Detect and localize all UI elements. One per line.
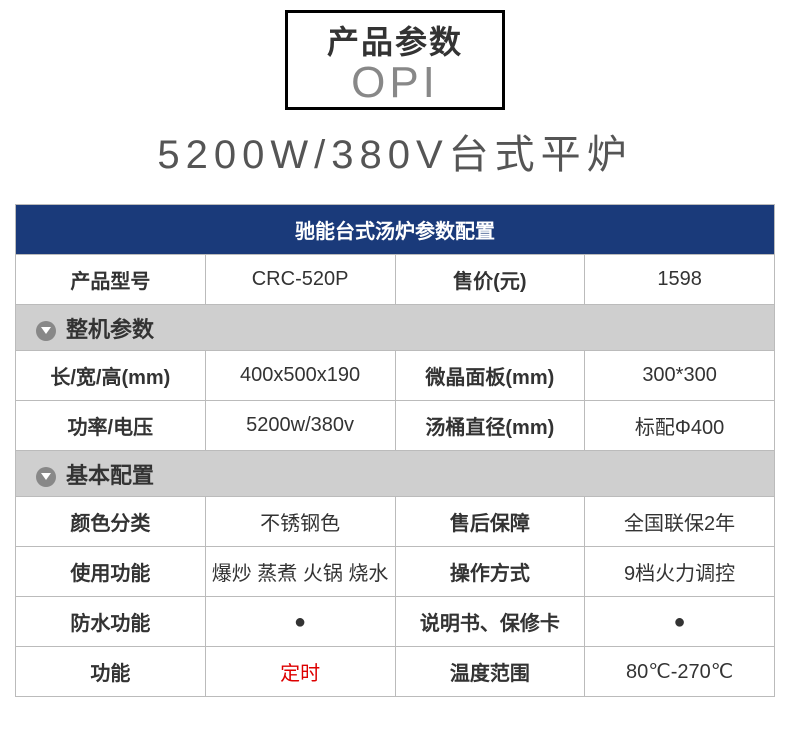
row-label: 防水功能 (16, 597, 206, 647)
row-value: 爆炒 蒸煮 火锅 烧水 (205, 547, 395, 597)
table-row: 使用功能爆炒 蒸煮 火锅 烧水操作方式9档火力调控 (16, 547, 775, 597)
row-label: 微晶面板(mm) (395, 351, 585, 401)
row-value: 9档火力调控 (585, 547, 775, 597)
tagline: 5200W/380V台式平炉 (0, 122, 790, 180)
row-value: 全国联保2年 (585, 497, 775, 547)
row-label: 售后保障 (395, 497, 585, 547)
section-header: 整机参数 (16, 305, 775, 351)
model-value: CRC-520P (205, 255, 395, 305)
model-label: 产品型号 (16, 255, 206, 305)
header-logo: OPI (288, 61, 502, 105)
table-row: 颜色分类不锈钢色售后保障全国联保2年 (16, 497, 775, 547)
row-label: 功率/电压 (16, 401, 206, 451)
row-value: ● (585, 597, 775, 647)
row-label: 功能 (16, 647, 206, 697)
row-label: 温度范围 (395, 647, 585, 697)
section2-heading: 基本配置 (66, 463, 154, 488)
price-label: 售价(元) (395, 255, 585, 305)
price-value: 1598 (585, 255, 775, 305)
chevron-down-icon (36, 467, 56, 487)
header-title: 产品参数 (288, 17, 502, 63)
row-label: 说明书、保修卡 (395, 597, 585, 647)
row-label: 长/宽/高(mm) (16, 351, 206, 401)
row-value: 300*300 (585, 351, 775, 401)
table-row: 防水功能●说明书、保修卡● (16, 597, 775, 647)
row-value: ● (205, 597, 395, 647)
row-label: 颜色分类 (16, 497, 206, 547)
row-label: 汤桶直径(mm) (395, 401, 585, 451)
header-box: 产品参数 OPI (285, 10, 505, 110)
row-value: 不锈钢色 (205, 497, 395, 547)
chevron-down-icon (36, 321, 56, 341)
table-row: 功率/电压5200w/380v汤桶直径(mm)标配Φ400 (16, 401, 775, 451)
row-label: 使用功能 (16, 547, 206, 597)
table-row: 产品型号 CRC-520P 售价(元) 1598 (16, 255, 775, 305)
row-value: 定时 (205, 647, 395, 697)
row-value: 80℃-270℃ (585, 647, 775, 697)
row-value: 标配Φ400 (585, 401, 775, 451)
section-header: 基本配置 (16, 451, 775, 497)
table-row: 功能定时温度范围80℃-270℃ (16, 647, 775, 697)
row-value: 400x500x190 (205, 351, 395, 401)
table-banner: 驰能台式汤炉参数配置 (16, 205, 775, 255)
row-value: 5200w/380v (205, 401, 395, 451)
spec-table: 驰能台式汤炉参数配置 产品型号 CRC-520P 售价(元) 1598 整机参数… (15, 204, 775, 697)
row-label: 操作方式 (395, 547, 585, 597)
section1-heading: 整机参数 (66, 317, 154, 342)
table-row: 长/宽/高(mm)400x500x190微晶面板(mm)300*300 (16, 351, 775, 401)
